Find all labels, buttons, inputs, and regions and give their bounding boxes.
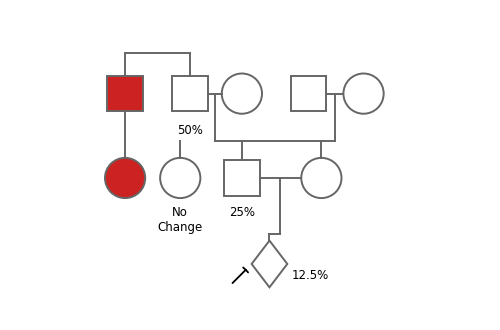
Ellipse shape <box>105 158 145 198</box>
Ellipse shape <box>302 158 342 198</box>
Ellipse shape <box>344 74 384 114</box>
Bar <box>224 160 260 196</box>
Text: 12.5%: 12.5% <box>292 269 329 282</box>
Bar <box>107 76 143 112</box>
Bar <box>290 76 326 112</box>
Text: 25%: 25% <box>229 206 255 218</box>
Text: 50%: 50% <box>177 124 203 137</box>
Bar <box>172 76 208 112</box>
Text: No
Change: No Change <box>158 206 203 234</box>
Ellipse shape <box>222 74 262 114</box>
Ellipse shape <box>160 158 200 198</box>
Polygon shape <box>252 241 288 287</box>
